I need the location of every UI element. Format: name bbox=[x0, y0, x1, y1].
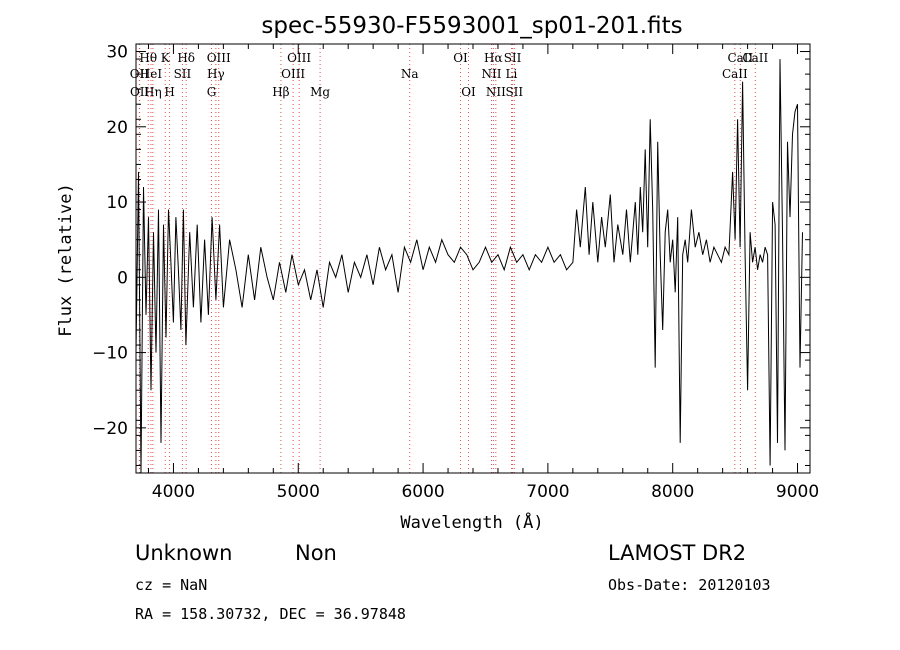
survey-name: LAMOST DR2 bbox=[608, 541, 747, 565]
spectral-line-label: NII bbox=[481, 67, 501, 81]
x-tick-label: 4000 bbox=[152, 482, 195, 502]
spectral-line-label: Na bbox=[401, 67, 419, 81]
spectrum-line bbox=[135, 59, 803, 474]
spectral-line-label: G bbox=[207, 85, 217, 99]
redshift-text: cz = NaN bbox=[135, 576, 208, 594]
y-tick-label: −20 bbox=[92, 419, 128, 439]
spectral-line-label: SII bbox=[504, 51, 522, 65]
spectral-line-label: Mg bbox=[310, 85, 330, 99]
spectral-line-label: HeI bbox=[140, 67, 163, 81]
x-tick-label: 9000 bbox=[776, 482, 819, 502]
spectral-line-label: SII bbox=[174, 67, 192, 81]
spectral-line-markers bbox=[138, 44, 756, 473]
spectral-line-label: OI bbox=[453, 51, 468, 65]
x-tick-label: 8000 bbox=[651, 482, 694, 502]
coordinates-text: RA = 158.30732, DEC = 36.97848 bbox=[135, 605, 406, 623]
chart-title: spec-55930-F5593001_sp01-201.fits bbox=[261, 13, 682, 39]
spectral-line-label: OIII bbox=[207, 51, 231, 65]
spectral-line-label: Hδ bbox=[177, 51, 195, 65]
y-axis-label: Flux (relative) bbox=[56, 183, 76, 337]
spectral-line-label: OIII bbox=[281, 67, 305, 81]
spectral-line-label: CaII bbox=[742, 51, 768, 65]
spectral-line-label: CaII bbox=[722, 67, 748, 81]
spectral-line-label: Hβ bbox=[272, 85, 289, 99]
spectral-line-label: Li bbox=[506, 67, 518, 81]
spectral-line-label: OII bbox=[130, 85, 150, 99]
object-class: Unknown bbox=[135, 541, 233, 565]
spectral-line-label: K bbox=[161, 51, 171, 65]
axis-ticks: 4000 5000 6000 7000 8000 9000 −20 −10 0 10 20 30 bbox=[92, 43, 819, 502]
spectral-line-label: Hγ bbox=[207, 67, 225, 81]
x-tick-label: 7000 bbox=[526, 482, 569, 502]
obs-date: Obs-Date: 20120103 bbox=[608, 576, 771, 594]
y-tick-label: 10 bbox=[106, 193, 128, 213]
spectral-line-label: CaII bbox=[727, 51, 753, 65]
y-tick-label: −10 bbox=[92, 344, 128, 364]
x-axis-label: Wavelength (Å) bbox=[400, 511, 543, 533]
spectral-line-label: H bbox=[164, 85, 174, 99]
spectral-line-label: OI bbox=[461, 85, 476, 99]
y-tick-label: 0 bbox=[117, 268, 128, 288]
spectral-line-label: Hη bbox=[144, 85, 162, 99]
y-tick-label: 30 bbox=[106, 43, 128, 63]
spectral-line-label: OIII bbox=[287, 51, 311, 65]
spectral-line-label: Hθ bbox=[139, 51, 157, 65]
x-tick-label: 6000 bbox=[401, 482, 444, 502]
spectral-line-label: NII bbox=[486, 85, 506, 99]
object-subclass: Non bbox=[295, 541, 337, 565]
x-tick-label: 5000 bbox=[277, 482, 320, 502]
spectral-line-label: Hα bbox=[484, 51, 503, 65]
spectral-line-label: SII bbox=[505, 85, 523, 99]
y-tick-label: 20 bbox=[106, 118, 128, 138]
plot-frame bbox=[135, 43, 811, 474]
